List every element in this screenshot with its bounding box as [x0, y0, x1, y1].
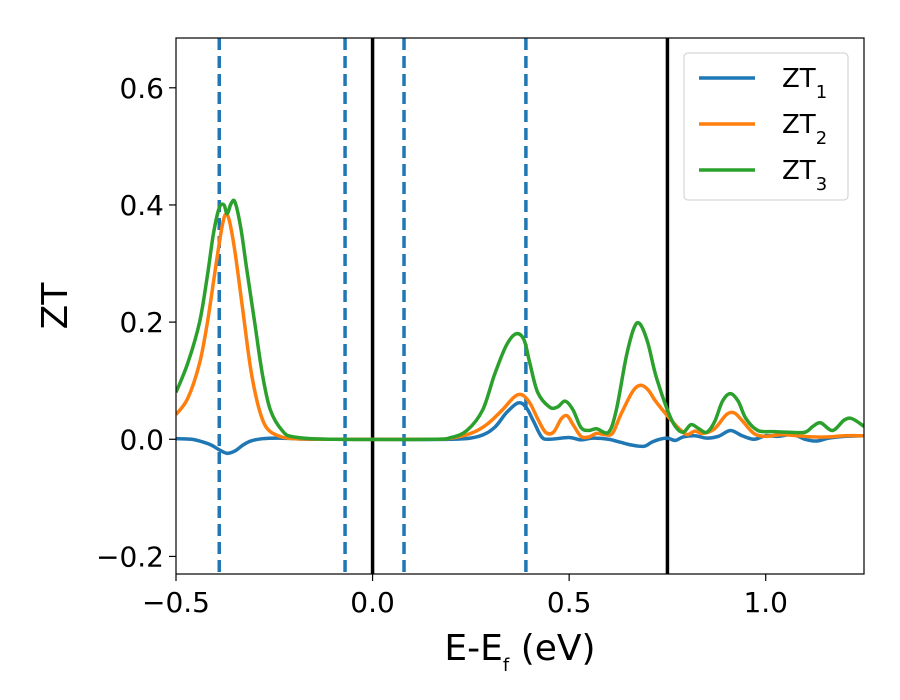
legend-label-zt3: ZT3 — [782, 156, 827, 195]
legend: ZT1 ZT2 ZT3 — [683, 52, 849, 201]
legend-label-zt2: ZT2 — [782, 110, 827, 149]
legend-box — [683, 52, 849, 201]
series-line-zt3 — [176, 198, 864, 442]
series-line-zt2 — [176, 212, 864, 442]
y-axis-label: ZT — [35, 282, 76, 330]
x-tick-label: 0.5 — [547, 586, 592, 619]
x-tick-label: −0.5 — [142, 586, 210, 619]
x-tick-label: 1.0 — [743, 586, 788, 619]
y-axis-ticks: −0.2 0.0 0.2 0.4 0.6 — [96, 72, 176, 573]
plot-frame — [175, 37, 865, 575]
y-tick-label: 0.0 — [119, 423, 164, 456]
series-lines — [176, 198, 864, 456]
x-axis-label: E-Ef (eV) — [444, 628, 595, 676]
y-tick-label: 0.4 — [119, 189, 164, 222]
legend-label-zt1: ZT1 — [782, 64, 827, 103]
x-tick-label: 0.0 — [350, 586, 395, 619]
y-tick-label: 0.6 — [119, 72, 164, 105]
y-tick-label: −0.2 — [96, 540, 164, 573]
y-tick-label: 0.2 — [119, 306, 164, 339]
reference-lines — [217, 38, 670, 574]
series-line-zt1 — [176, 400, 864, 456]
x-axis-ticks: −0.5 0.0 0.5 1.0 — [142, 574, 788, 619]
